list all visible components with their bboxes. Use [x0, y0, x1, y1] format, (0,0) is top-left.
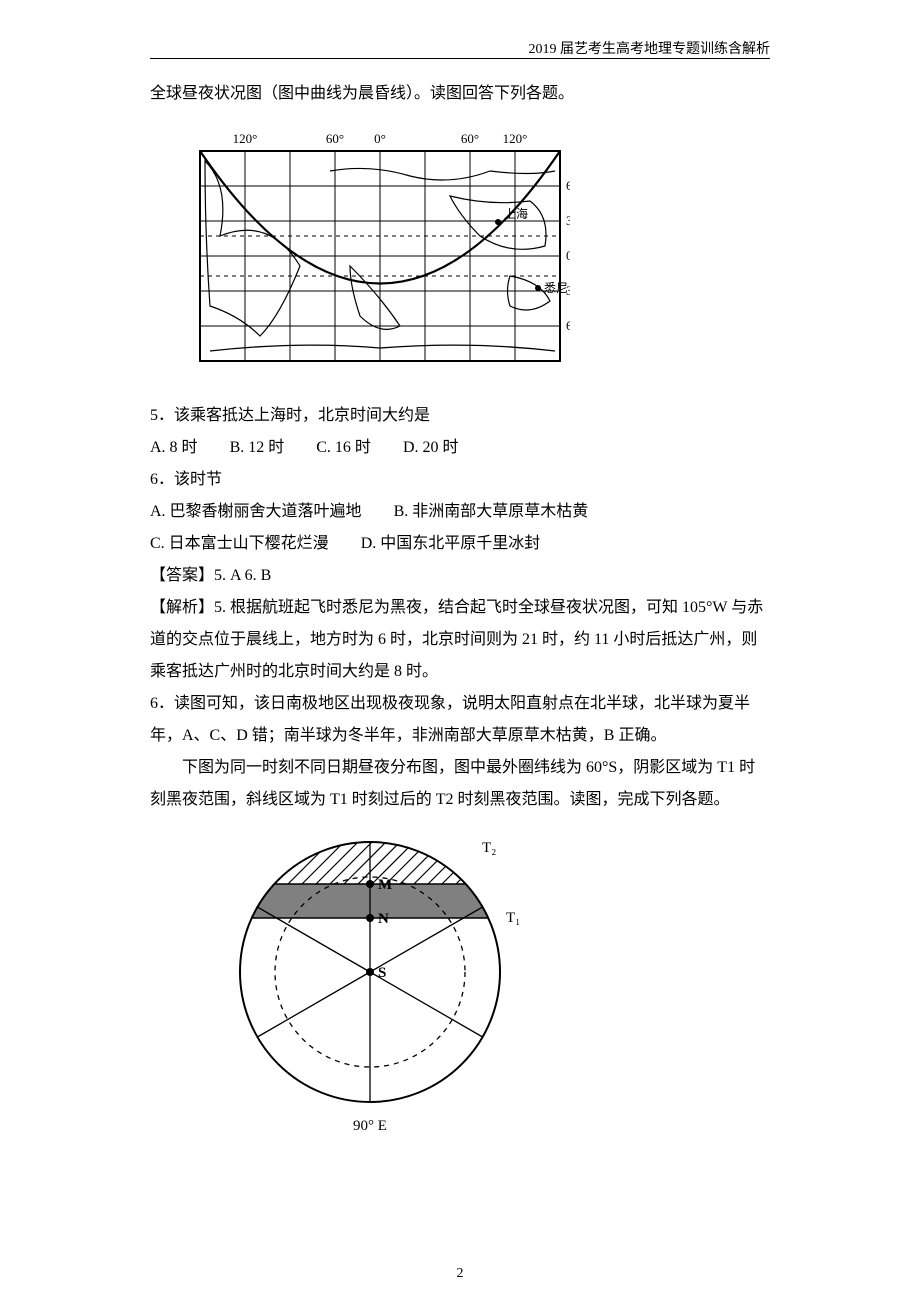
svg-text:60°: 60° — [461, 131, 479, 146]
q6-options-row1: A. 巴黎香榭丽舍大道落叶遍地 B. 非洲南部大草原草木枯黄 — [150, 496, 770, 528]
q6-opt-b: B. 非洲南部大草原草木枯黄 — [394, 496, 589, 528]
svg-text:N: N — [378, 911, 389, 927]
q6-opt-a: A. 巴黎香榭丽舍大道落叶遍地 — [150, 496, 362, 528]
figure-1: 120°60°0°60°120°60°30°0°30°60°上海悉尼 — [150, 116, 770, 396]
svg-text:0°: 0° — [374, 131, 386, 146]
explanation-6: 6．读图可知，该日南极地区出现极夜现象，说明太阳直射点在北半球，北半球为夏半年，… — [150, 688, 770, 752]
svg-text:S: S — [378, 965, 386, 981]
svg-text:60°: 60° — [326, 131, 344, 146]
q5-opt-a: A. 8 时 — [150, 432, 198, 464]
svg-text:30°: 30° — [566, 213, 570, 228]
svg-text:120°: 120° — [503, 131, 528, 146]
explanation-5: 【解析】5. 根据航班起飞时悉尼为黑夜，结合起飞时全球昼夜状况图，可知 105°… — [150, 592, 770, 688]
svg-text:M: M — [378, 877, 392, 893]
answer-line: 【答案】5. A 6. B — [150, 560, 770, 592]
q5-stem: 5．该乘客抵达上海时，北京时间大约是 — [150, 400, 770, 432]
q6-opt-d: D. 中国东北平原千里冰封 — [361, 528, 541, 560]
figure-2: M N S T₁ T₂ 90° E — [220, 822, 770, 1142]
svg-text:T₁: T₁ — [506, 910, 520, 926]
svg-text:60°: 60° — [566, 318, 570, 333]
q6-opt-c: C. 日本富士山下樱花烂漫 — [150, 528, 329, 560]
q5-opt-b: B. 12 时 — [230, 432, 285, 464]
q5-opt-d: D. 20 时 — [403, 432, 459, 464]
page-number: 2 — [0, 1266, 920, 1282]
svg-text:T₂: T₂ — [482, 840, 496, 856]
q5-options: A. 8 时 B. 12 时 C. 16 时 D. 20 时 — [150, 432, 770, 464]
intro-1: 全球昼夜状况图（图中曲线为晨昏线）。读图回答下列各题。 — [150, 78, 770, 110]
svg-text:0°: 0° — [566, 248, 570, 263]
q6-stem: 6．该时节 — [150, 464, 770, 496]
page-content: 全球昼夜状况图（图中曲线为晨昏线）。读图回答下列各题。 120° 60° 0° 60°… — [150, 78, 770, 1142]
svg-text:悉尼: 悉尼 — [544, 281, 568, 295]
q5-opt-c: C. 16 时 — [316, 432, 371, 464]
intro-2: 下图为同一时刻不同日期昼夜分布图，图中最外圈纬线为 60°S，阴影区域为 T1 … — [150, 752, 770, 816]
q6-options-row2: C. 日本富士山下樱花烂漫 D. 中国东北平原千里冰封 — [150, 528, 770, 560]
header-right-text: 2019 届艺考生高考地理专题训练含解析 — [529, 38, 771, 58]
header-rule — [150, 58, 770, 59]
svg-text:120°: 120° — [233, 131, 258, 146]
svg-text:60°: 60° — [566, 178, 570, 193]
svg-text:90° E: 90° E — [353, 1118, 387, 1134]
svg-text:上海: 上海 — [504, 206, 528, 221]
